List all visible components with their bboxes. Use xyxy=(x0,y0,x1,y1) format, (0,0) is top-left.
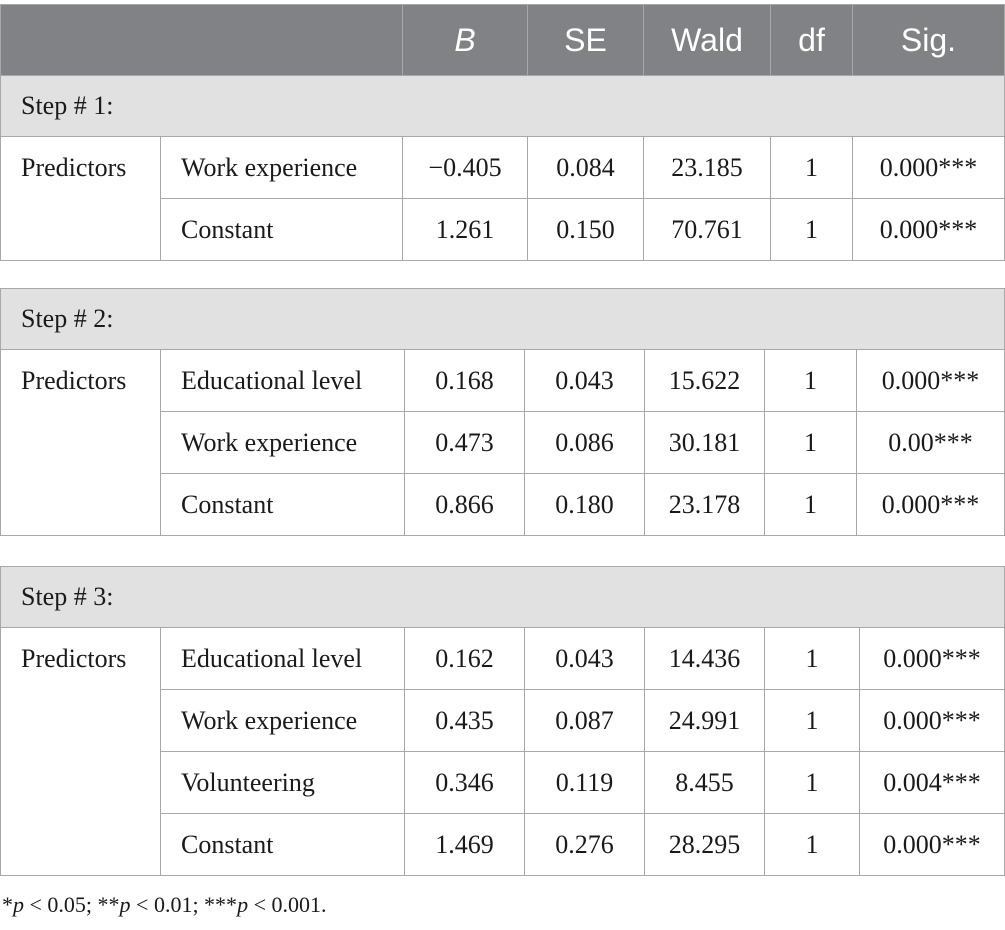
df-value: 1 xyxy=(764,349,857,412)
se-value: 0.276 xyxy=(524,813,645,876)
se-value: 0.119 xyxy=(524,751,645,814)
predictor-name: Volunteering xyxy=(160,751,405,814)
se-value: 0.086 xyxy=(524,411,645,474)
table-row: Predictors Educational level 0.162 0.043… xyxy=(0,627,1005,876)
predictor-name: Educational level xyxy=(160,349,405,412)
b-value: 0.435 xyxy=(404,689,525,752)
footnote-p: p xyxy=(119,892,131,917)
df-value: 1 xyxy=(764,473,857,536)
sig-value: 0.000*** xyxy=(852,136,1005,199)
df-value: 1 xyxy=(764,411,857,474)
predictors-label: Predictors xyxy=(0,136,161,261)
step-label: Step # 3: xyxy=(0,566,1005,628)
sig-value: 0.000*** xyxy=(855,349,1005,412)
wald-value: 15.622 xyxy=(644,349,765,412)
table-row: Constant 1.469 0.276 28.295 1 0.000*** xyxy=(1,813,1005,876)
footnote-text: < 0.05; ** xyxy=(24,892,120,917)
header-row: B SE Wald df Sig. xyxy=(0,4,1005,76)
sig-value: 0.000*** xyxy=(852,198,1005,261)
footnote-p: p xyxy=(237,892,249,917)
step-row: Step # 2: xyxy=(0,288,1005,350)
table-row: Predictors Work experience −0.405 0.084 … xyxy=(0,136,1005,261)
wald-value: 30.181 xyxy=(644,411,765,474)
sig-value: 0.000*** xyxy=(858,627,1005,690)
predictor-name: Constant xyxy=(160,198,403,261)
footnote-text: < 0.01; *** xyxy=(130,892,238,917)
wald-value: 70.761 xyxy=(643,198,771,261)
footnote-p: p xyxy=(13,892,24,917)
header-wald: Wald xyxy=(643,4,771,76)
footnote: *p < 0.05; **p < 0.01; ***p < 0.001. xyxy=(2,892,326,918)
step-2-table: Step # 2: Predictors Educational level 0… xyxy=(0,288,1005,536)
header-blank xyxy=(0,4,403,76)
b-value: 1.261 xyxy=(402,198,528,261)
df-value: 1 xyxy=(764,689,860,752)
step-label: Step # 2: xyxy=(0,288,1005,350)
wald-value: 23.185 xyxy=(643,136,771,199)
df-value: 1 xyxy=(764,813,860,876)
wald-value: 8.455 xyxy=(644,751,765,814)
b-value: 1.469 xyxy=(404,813,525,876)
sig-value: 0.00*** xyxy=(855,411,1005,474)
predictor-name: Constant xyxy=(160,473,405,536)
predictors-label: Predictors xyxy=(0,627,161,876)
wald-value: 28.295 xyxy=(644,813,765,876)
b-value: 0.162 xyxy=(404,627,525,690)
step-row: Step # 1: xyxy=(0,75,1005,137)
se-value: 0.043 xyxy=(524,349,645,412)
df-value: 1 xyxy=(770,198,853,261)
wald-value: 24.991 xyxy=(644,689,765,752)
footnote-star: * xyxy=(2,892,13,917)
step-1-table: B SE Wald df Sig. Step # 1: Predictors W… xyxy=(0,4,1005,261)
df-value: 1 xyxy=(764,751,860,814)
header-se: SE xyxy=(527,4,644,76)
se-value: 0.087 xyxy=(524,689,645,752)
df-value: 1 xyxy=(764,627,860,690)
se-value: 0.180 xyxy=(524,473,645,536)
header-sig: Sig. xyxy=(852,4,1005,76)
table-row: Constant 1.261 0.150 70.761 1 0.000*** xyxy=(1,198,1005,261)
df-value: 1 xyxy=(770,136,853,199)
predictors-label: Predictors xyxy=(0,349,161,536)
step-3-table: Step # 3: Predictors Educational level 0… xyxy=(0,566,1005,876)
b-value: 0.168 xyxy=(404,349,525,412)
se-value: 0.043 xyxy=(524,627,645,690)
b-value: 0.473 xyxy=(404,411,525,474)
sig-value: 0.000*** xyxy=(858,813,1005,876)
predictor-name: Educational level xyxy=(160,627,405,690)
table-row: Constant 0.866 0.180 23.178 1 0.000*** xyxy=(1,473,1005,536)
predictor-name: Constant xyxy=(160,813,405,876)
sig-value: 0.000*** xyxy=(858,689,1005,752)
wald-value: 23.178 xyxy=(644,473,765,536)
footnote-text: < 0.001. xyxy=(248,892,327,917)
wald-value: 14.436 xyxy=(644,627,765,690)
header-b: B xyxy=(402,4,528,76)
predictor-name: Work experience xyxy=(160,136,403,199)
se-value: 0.084 xyxy=(527,136,644,199)
predictor-name: Work experience xyxy=(160,689,405,752)
predictor-name: Work experience xyxy=(160,411,405,474)
table-row: Work experience 0.435 0.087 24.991 1 0.0… xyxy=(1,689,1005,752)
sig-value: 0.000*** xyxy=(855,473,1005,536)
step-row: Step # 3: xyxy=(0,566,1005,628)
table-row: Work experience 0.473 0.086 30.181 1 0.0… xyxy=(1,411,1005,474)
b-value: −0.405 xyxy=(402,136,528,199)
header-df: df xyxy=(770,4,853,76)
step-label: Step # 1: xyxy=(0,75,1005,137)
b-value: 0.866 xyxy=(404,473,525,536)
table-row: Volunteering 0.346 0.119 8.455 1 0.004**… xyxy=(1,751,1005,814)
b-value: 0.346 xyxy=(404,751,525,814)
se-value: 0.150 xyxy=(527,198,644,261)
table-row: Predictors Educational level 0.168 0.043… xyxy=(0,349,1005,536)
sig-value: 0.004*** xyxy=(858,751,1005,814)
